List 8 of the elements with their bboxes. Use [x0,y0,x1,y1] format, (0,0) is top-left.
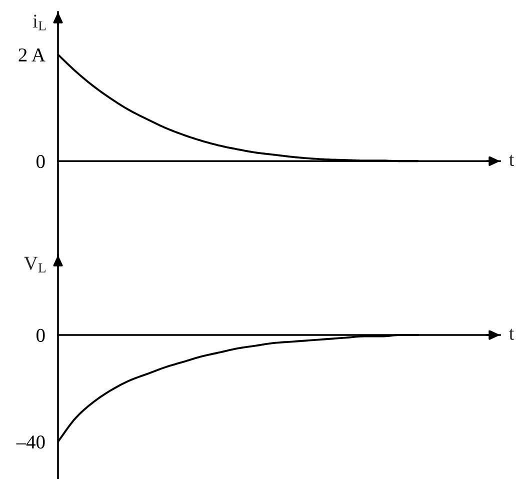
x-axis-title: t [509,328,514,340]
x-axis-title: t [509,154,514,166]
y-tick-label: 0 [36,328,45,342]
y-axis-title: V$_{L}$ [24,256,46,272]
y-tick-label: 2 A [18,48,46,62]
y-tick-label: –40 [16,435,45,449]
y-axis-title: i$_{L}$ [32,14,46,30]
y-tick-label: 0 [36,154,45,168]
